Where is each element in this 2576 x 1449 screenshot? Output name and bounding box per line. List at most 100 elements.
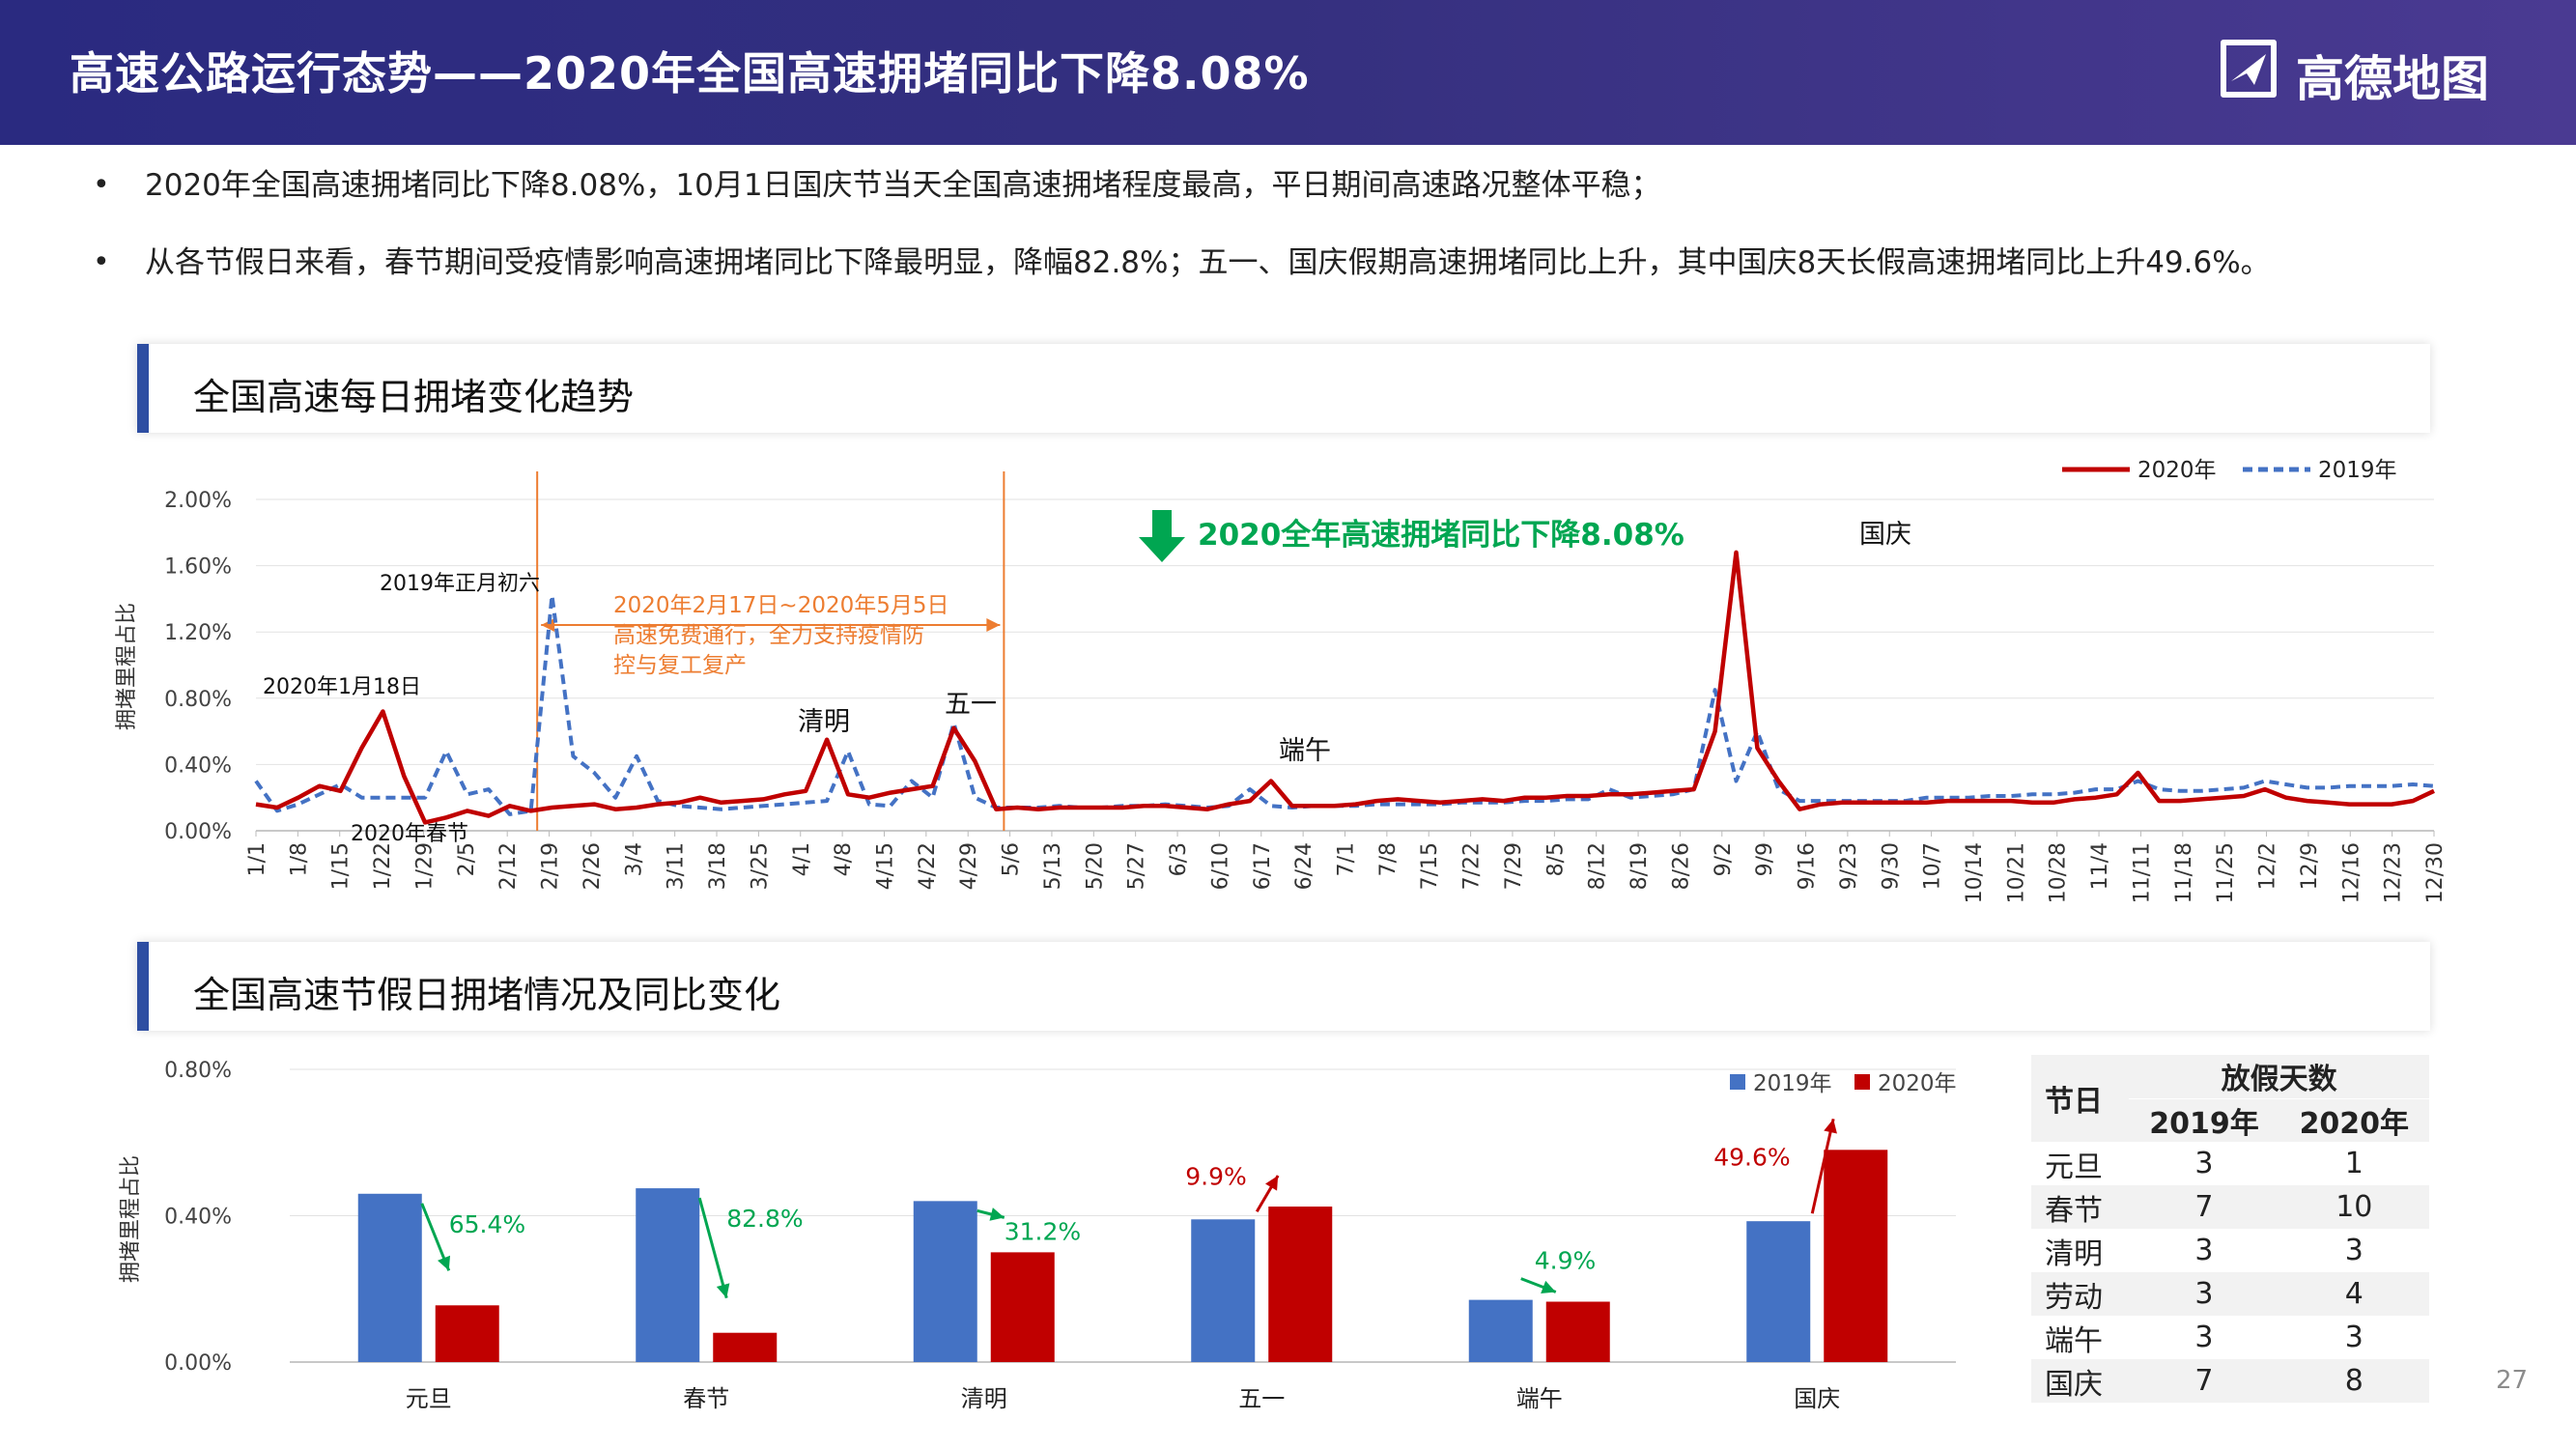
x-tick-label: 9/16: [1796, 842, 1820, 890]
change-percent-label: 82.8%: [726, 1205, 803, 1233]
bar-2019: [636, 1188, 700, 1362]
series-line-2019年: [254, 593, 2435, 816]
change-arrow-head: [1265, 1176, 1279, 1191]
table-cell-y2020: 10: [2279, 1185, 2429, 1229]
holiday-panel-header: 全国高速节假日拥堵情况及同比变化: [137, 942, 2430, 1031]
y-axis-label: 拥堵里程占比: [119, 1155, 143, 1283]
y-tick-label: 0.80%: [164, 1059, 232, 1083]
x-tick-label: 5/27: [1125, 842, 1149, 890]
y-tick-label: 1.20%: [164, 621, 232, 645]
x-tick-label: 4/8: [832, 842, 856, 876]
bar-2020: [1824, 1150, 1888, 1362]
arrow-head-right: [986, 618, 1001, 632]
event-label: 清明: [798, 707, 850, 737]
table-cell-y2020: 1: [2344, 1147, 2364, 1180]
x-tick-label: 3/11: [665, 842, 689, 890]
x-tick-label: 4/15: [873, 842, 897, 890]
x-tick-label: 6/3: [1167, 842, 1191, 876]
table-cell-y2019: 3: [2129, 1272, 2279, 1316]
table-cell-y2020: 3: [2344, 1321, 2364, 1354]
category-label: 元旦: [406, 1385, 452, 1412]
x-tick-label: 9/30: [1879, 842, 1903, 890]
x-tick-label: 9/2: [1712, 842, 1736, 876]
table-cell-y2019: 3: [2194, 1321, 2214, 1354]
bullet-list: • 2020年全国高速拥堵同比下降8.08%，10月1日国庆节当天全国高速拥堵程…: [87, 166, 2502, 321]
x-tick-label: 4/1: [790, 842, 814, 876]
category-label: 清明: [961, 1385, 1007, 1412]
table-row: 国庆 7 8: [2031, 1359, 2429, 1403]
x-tick-label: 12/9: [2298, 842, 2322, 890]
amap-logo-icon: [2221, 40, 2277, 98]
x-tick-label: 8/12: [1586, 842, 1610, 890]
x-tick-label: 11/25: [2214, 842, 2238, 903]
y-tick-label: 0.40%: [164, 753, 232, 778]
change-percent-label: 31.2%: [1005, 1217, 1081, 1245]
x-tick-label: 1/29: [412, 842, 437, 890]
holiday-bar-chart: 拥堵里程占比 0.00% 0.40% 0.80% 元旦 65.4% 春节 82.8% 清明 31.…: [119, 1059, 1957, 1412]
category-label: 五一: [1238, 1385, 1285, 1412]
x-tick-label: 10/21: [2004, 842, 2028, 903]
panel-accent-bar: [137, 942, 149, 1031]
table-cell-y2020: 4: [2279, 1272, 2429, 1316]
headline-annotation: 2020全年高速拥堵同比下降8.08%: [1198, 518, 1684, 553]
x-tick-label: 2/12: [496, 842, 521, 890]
x-tick-label: 11/11: [2130, 842, 2154, 903]
bar-2019: [1468, 1299, 1533, 1362]
table-cell-name: 国庆: [2031, 1359, 2130, 1403]
panel-accent-bar: [137, 344, 149, 433]
table-row: 春节 7 10: [2031, 1185, 2429, 1229]
legend-label-2019: 2019年: [2318, 458, 2397, 483]
legend-swatch-2020: [1854, 1074, 1870, 1090]
x-tick-label: 9/23: [1837, 842, 1861, 890]
legend-label-2020: 2020年: [2137, 458, 2217, 483]
x-tick-label: 12/30: [2423, 842, 2448, 903]
x-tick-label: 3/4: [622, 842, 646, 876]
x-tick-label: 12/23: [2382, 842, 2406, 903]
bar-2020: [1268, 1207, 1333, 1362]
x-tick-label: 7/8: [1376, 842, 1401, 876]
change-percent-label: 65.4%: [449, 1210, 525, 1238]
y-tick-label: 0.40%: [164, 1206, 232, 1230]
x-tick-label: 5/6: [1000, 842, 1024, 876]
x-tick-label: 8/5: [1543, 842, 1568, 876]
series-line-2020年: [255, 550, 2435, 825]
bullet-dot: •: [93, 245, 110, 279]
event-label: 2020年春节: [351, 822, 468, 846]
x-tick-label: 10/7: [1921, 842, 1945, 890]
y-tick-label: 0.00%: [164, 1351, 232, 1376]
table-row: 劳动 3 4: [2031, 1272, 2429, 1316]
event-label: 国庆: [1859, 520, 1911, 550]
change-arrow-head: [1824, 1119, 1837, 1134]
x-tick-label: 8/19: [1628, 842, 1652, 890]
change-percent-label: 4.9%: [1535, 1247, 1597, 1275]
down-arrow-icon: [1139, 510, 1185, 562]
y-tick-label: 0.00%: [164, 820, 232, 844]
x-tick-label: 2/5: [455, 842, 479, 876]
table-cell-y2019: 7: [2129, 1185, 2279, 1229]
bullet-item: • 2020年全国高速拥堵同比下降8.08%，10月1日国庆节当天全国高速拥堵程…: [87, 166, 2502, 205]
event-label: 2019年正月初六: [380, 572, 540, 596]
category-label: 端午: [1516, 1385, 1563, 1412]
legend-label-2019: 2019年: [1753, 1071, 1832, 1096]
y-axis-label: 拥堵里程占比: [115, 603, 139, 730]
x-tick-label: 4/29: [957, 842, 981, 890]
table-group-header: 放假天数: [2129, 1055, 2429, 1099]
daily-trend-title: 全国高速每日拥堵变化趋势: [193, 376, 635, 418]
daily-trend-line-chart: 拥堵里程占比 0.00% 0.40% 0.80% 1.20% 1.60% 2.00% 1/1 1…: [115, 458, 2448, 903]
table-cell-y2019: 3: [2194, 1234, 2214, 1267]
page-number: 27: [2496, 1366, 2529, 1395]
change-percent-label: 49.6%: [1713, 1143, 1790, 1171]
table-cell-y2020: 8: [2279, 1359, 2429, 1403]
x-tick-label: 10/28: [2047, 842, 2071, 903]
bar-2020: [990, 1252, 1055, 1362]
x-tick-label: 3/25: [748, 842, 772, 890]
event-label: 五一: [945, 690, 997, 720]
x-tick-label: 1/8: [287, 842, 311, 876]
free-toll-note: 高速免费通行，全力支持疫情防: [613, 623, 924, 648]
y-tick-label: 0.80%: [164, 688, 232, 712]
bar-2019: [1191, 1219, 1256, 1362]
x-tick-label: 11/18: [2172, 842, 2196, 903]
amap-logo: 高德地图: [2214, 35, 2504, 107]
bar-2020: [713, 1332, 778, 1362]
